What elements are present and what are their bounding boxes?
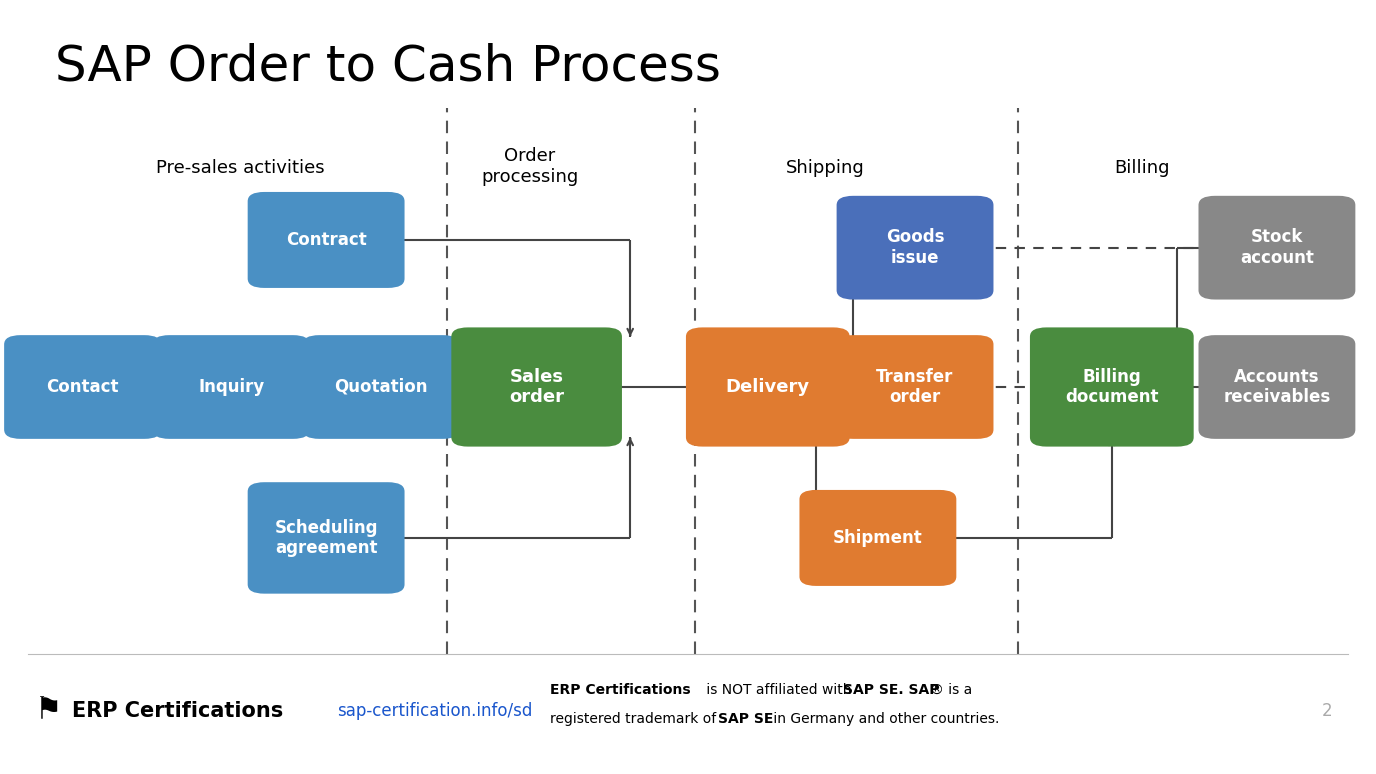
Text: Order
processing: Order processing: [482, 147, 578, 186]
Text: Inquiry: Inquiry: [198, 378, 264, 396]
FancyBboxPatch shape: [1198, 335, 1355, 439]
FancyBboxPatch shape: [248, 482, 405, 594]
Text: is NOT affiliated with: is NOT affiliated with: [702, 683, 856, 697]
FancyBboxPatch shape: [1198, 196, 1355, 300]
Text: Quotation: Quotation: [334, 378, 428, 396]
Text: Contact: Contact: [47, 378, 118, 396]
Text: Sales
order: Sales order: [509, 368, 564, 406]
Text: Scheduling
agreement: Scheduling agreement: [274, 519, 378, 557]
FancyBboxPatch shape: [451, 327, 622, 447]
Text: Pre-sales activities: Pre-sales activities: [157, 159, 325, 176]
Text: Goods
issue: Goods issue: [886, 228, 944, 267]
Text: SAP Order to Cash Process: SAP Order to Cash Process: [55, 43, 721, 91]
Text: Transfer
order: Transfer order: [877, 368, 954, 406]
Text: Shipment: Shipment: [832, 529, 923, 547]
FancyBboxPatch shape: [837, 196, 993, 300]
Text: SAP SE. SAP: SAP SE. SAP: [843, 683, 940, 697]
FancyBboxPatch shape: [685, 327, 850, 447]
Text: Stock
account: Stock account: [1240, 228, 1314, 267]
Text: Accounts
receivables: Accounts receivables: [1223, 368, 1331, 406]
Text: registered trademark of: registered trademark of: [550, 712, 721, 726]
FancyBboxPatch shape: [248, 192, 405, 288]
Text: ® is a: ® is a: [930, 683, 973, 697]
Text: in Germany and other countries.: in Germany and other countries.: [769, 712, 999, 726]
Text: Shipping: Shipping: [786, 159, 866, 176]
FancyBboxPatch shape: [1029, 327, 1194, 447]
Text: ERP Certifications: ERP Certifications: [550, 683, 691, 697]
Text: ⚑: ⚑: [34, 696, 62, 725]
Text: SAP SE: SAP SE: [718, 712, 773, 726]
Text: sap-certification.info/sd: sap-certification.info/sd: [337, 701, 533, 720]
Text: ERP Certifications: ERP Certifications: [72, 700, 283, 721]
Text: Delivery: Delivery: [725, 378, 810, 396]
Text: 2: 2: [1321, 701, 1332, 720]
Text: Billing: Billing: [1115, 159, 1170, 176]
Text: Contract: Contract: [286, 231, 366, 249]
FancyBboxPatch shape: [303, 335, 460, 439]
FancyBboxPatch shape: [799, 490, 956, 586]
FancyBboxPatch shape: [153, 335, 310, 439]
Text: Billing
document: Billing document: [1065, 368, 1159, 406]
FancyBboxPatch shape: [837, 335, 993, 439]
FancyBboxPatch shape: [4, 335, 161, 439]
